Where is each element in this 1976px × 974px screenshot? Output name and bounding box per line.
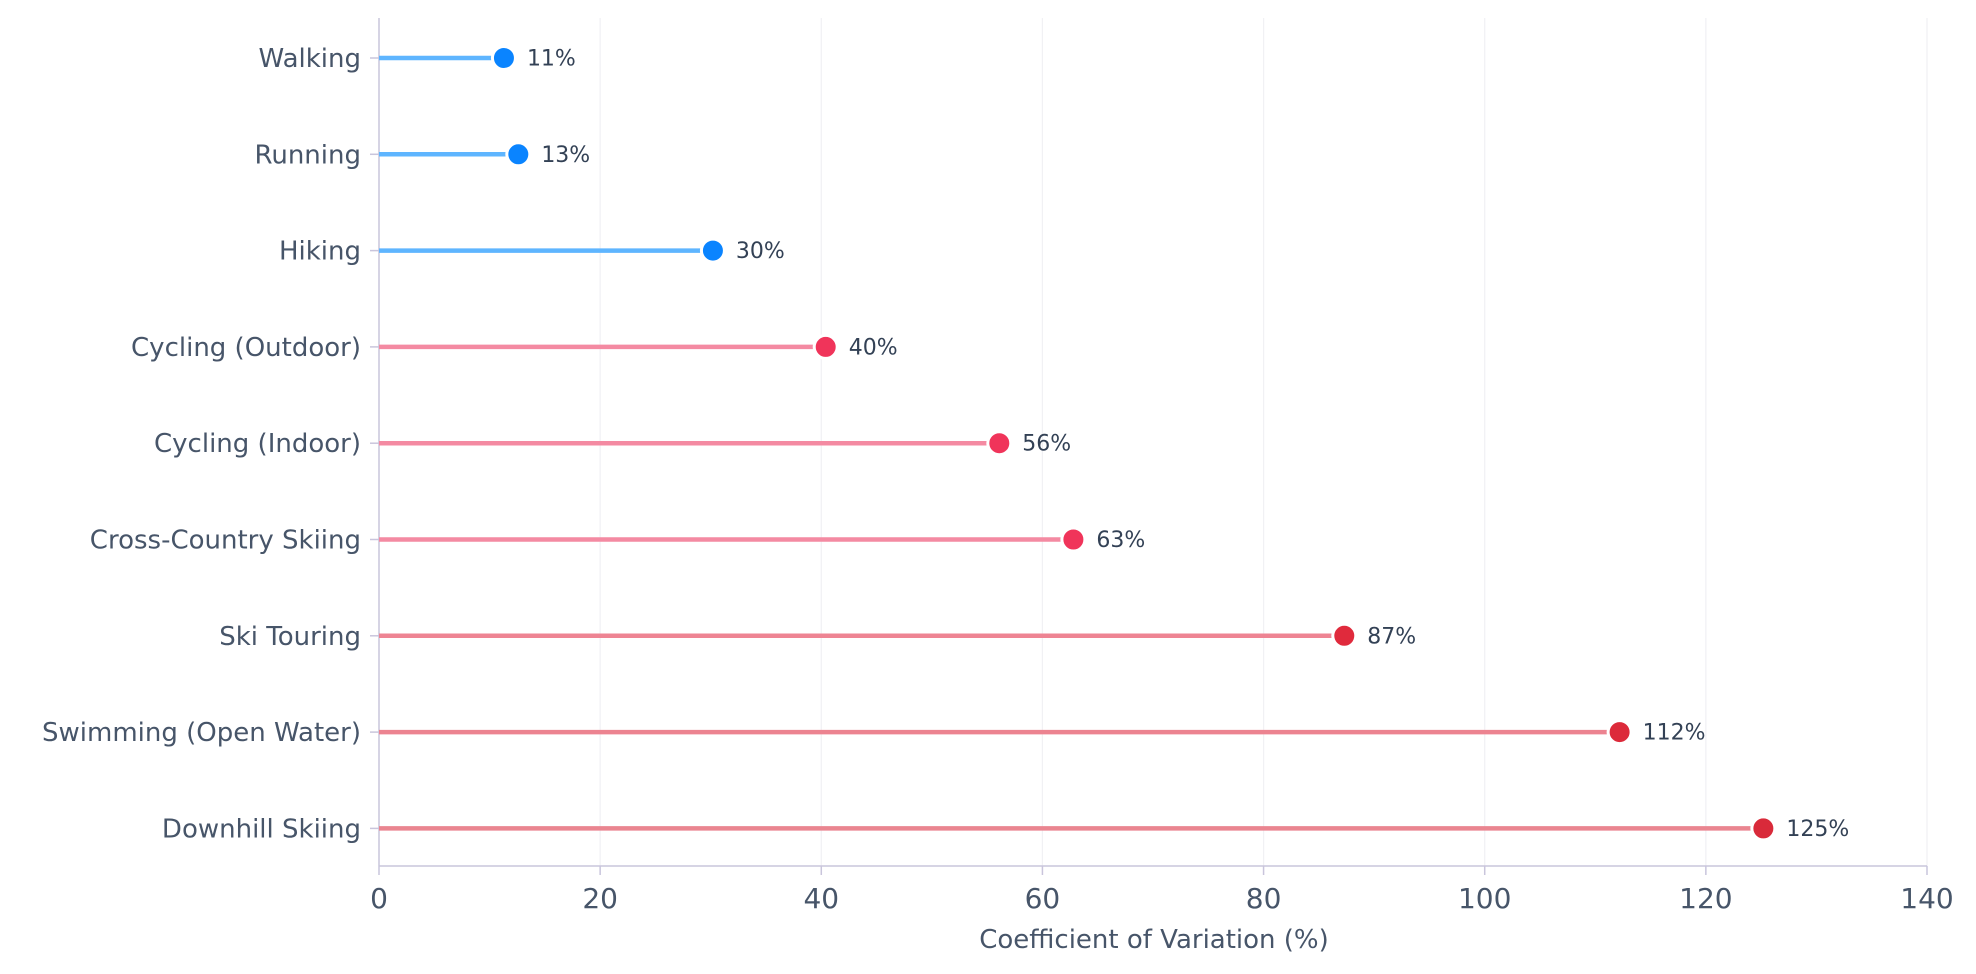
value-label: 11% (527, 47, 576, 72)
lollipop-dot (1060, 526, 1087, 553)
lollipop-dot (1750, 815, 1777, 842)
category-label: Walking (259, 44, 361, 74)
lollipop-dot (1331, 622, 1358, 649)
category-label: Cycling (Indoor) (154, 429, 361, 459)
x-tick-label: 140 (1900, 882, 1953, 915)
lollipop-dot (812, 333, 839, 360)
x-tick-label: 40 (803, 882, 839, 915)
x-tick-label: 20 (582, 882, 618, 915)
category-label: Cross-Country Skiing (90, 526, 361, 556)
value-label: 63% (1096, 528, 1145, 553)
lollipop-dot (505, 141, 532, 168)
value-label: 112% (1643, 721, 1706, 746)
x-tick-label: 80 (1246, 882, 1282, 915)
value-label: 87% (1367, 624, 1416, 649)
category-label: Hiking (279, 237, 361, 267)
lollipop-dot (1606, 719, 1633, 746)
x-tick-label: 100 (1458, 882, 1511, 915)
lollipop-dot (986, 430, 1013, 457)
lollipop-dot (699, 237, 726, 264)
axes: 0 20 40 60 80 100 120 140 Walking Running Hiking Cy… (42, 18, 1954, 915)
x-axis-title: Coefficient of Variation (%) (979, 925, 1329, 955)
value-label: 56% (1022, 432, 1071, 457)
chart-marks: 11% 13% 30% 40% 56% 63% 87% 112% 125% (379, 45, 1849, 842)
value-label: 13% (541, 143, 590, 168)
category-label: Cycling (Outdoor) (131, 333, 361, 363)
category-label: Swimming (Open Water) (42, 718, 361, 748)
grid-lines (599, 18, 1928, 866)
category-label: Running (254, 140, 361, 170)
value-label: 125% (1786, 817, 1849, 842)
x-tick-label: 0 (370, 882, 388, 915)
lollipop-dot (490, 45, 517, 71)
x-tick-label: 60 (1025, 882, 1061, 915)
category-label: Downhill Skiing (162, 814, 361, 844)
value-label: 40% (849, 335, 898, 360)
value-label: 30% (736, 239, 785, 264)
x-tick-label: 120 (1679, 882, 1732, 915)
category-label: Ski Touring (219, 622, 361, 652)
